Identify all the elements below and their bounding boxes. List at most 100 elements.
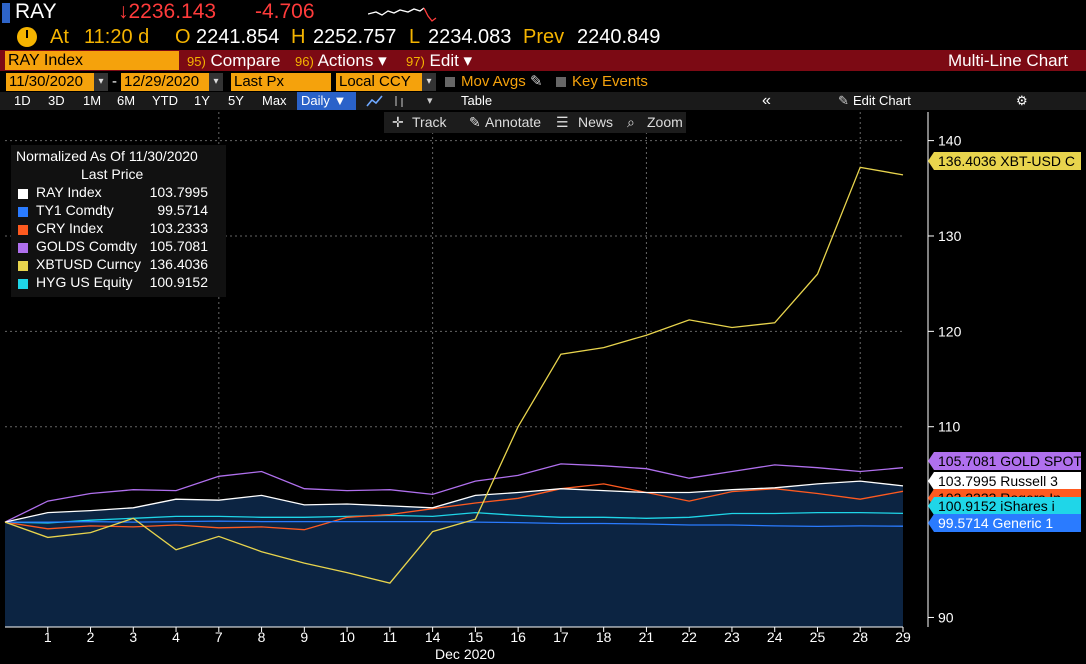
value-tag-bg: [928, 152, 1081, 170]
y-tick-label: 110: [938, 419, 961, 435]
value-tag-bg: [928, 497, 1081, 515]
compare-button[interactable]: 95) Compare: [187, 51, 280, 70]
function-bar: RAY Index 95) Compare 96) Actions ▾ 97) …: [0, 50, 1086, 71]
mov-avgs-checkbox[interactable]: [445, 77, 455, 87]
security-field[interactable]: RAY Index: [5, 51, 179, 70]
series-line-5[interactable]: [4, 511, 904, 524]
period-3d[interactable]: 3D: [48, 93, 65, 108]
series-line-3[interactable]: [4, 463, 904, 523]
key-events-checkbox[interactable]: [556, 77, 566, 87]
price-change: -4.706: [255, 0, 315, 23]
value-tag-text: 99.5714 Generic 1: [938, 515, 1053, 531]
legend-item[interactable]: TY1 Comdty 99.5714: [18, 202, 223, 220]
legend-item[interactable]: CRY Index 103.2333: [18, 220, 223, 238]
legend-item[interactable]: GOLDS Comdty 105.7081: [18, 238, 223, 256]
x-tick-label: 16: [510, 629, 526, 645]
start-date-field[interactable]: 11/30/2020: [6, 73, 94, 91]
annotate-button[interactable]: Annotate: [485, 114, 542, 130]
end-date-field[interactable]: 12/29/2020: [121, 73, 209, 91]
period-1y[interactable]: 1Y: [194, 93, 210, 108]
table-button[interactable]: Table: [461, 93, 493, 108]
x-tick-label: 3: [129, 629, 137, 645]
start-date-dropdown[interactable]: ▾: [94, 73, 108, 91]
legend-series-name: HYG US Equity: [36, 274, 133, 290]
chart-style-dropdown[interactable]: ▾: [427, 95, 433, 107]
frequency-select[interactable]: Daily ▼: [297, 92, 356, 110]
period-max[interactable]: Max: [262, 93, 287, 108]
period-ytd[interactable]: YTD: [152, 93, 178, 108]
series-line-1[interactable]: [5, 520, 904, 528]
clock-icon: [17, 27, 37, 47]
period-1m[interactable]: 1M: [83, 93, 102, 108]
annotate-icon[interactable]: ✎: [469, 114, 481, 130]
area-fill: [5, 481, 903, 627]
x-tick-label: 14: [425, 629, 441, 645]
currency-select[interactable]: Local CCY: [336, 73, 422, 91]
sparkline-icon: [368, 7, 437, 22]
legend-swatch: [18, 279, 28, 289]
high-label: H: [291, 26, 306, 48]
value-tag-3[interactable]: 105.7081 GOLD SPOT: [928, 452, 1082, 470]
legend-series-name: TY1 Comdty: [36, 202, 114, 218]
value-tag-1[interactable]: 99.5714 Generic 1: [928, 514, 1081, 532]
x-tick-label: 18: [596, 629, 612, 645]
line-chart-icon[interactable]: [366, 94, 384, 108]
edit-label: Edit ▾: [429, 51, 473, 70]
security-marker-icon: [2, 3, 10, 23]
news-icon[interactable]: ☰: [556, 114, 569, 130]
collapse-icon[interactable]: «: [762, 92, 771, 109]
edit-button[interactable]: 97) Edit ▾: [406, 51, 472, 70]
x-tick-label: 9: [300, 629, 308, 645]
value-tag-text: 105.7081 GOLD SPOT: [938, 453, 1082, 469]
ticker-symbol[interactable]: RAY: [15, 0, 57, 23]
chart-type-title: Multi-Line Chart: [948, 51, 1068, 70]
pencil-icon[interactable]: ✎: [530, 73, 543, 90]
actions-button[interactable]: 96) Actions ▾: [295, 51, 387, 70]
compare-num: 95): [187, 54, 206, 69]
x-tick-label: 22: [681, 629, 697, 645]
legend-item[interactable]: RAY Index 103.7995: [18, 184, 223, 202]
legend-swatch: [18, 225, 28, 235]
legend-series-value: 100.9152: [149, 274, 208, 290]
track-icon[interactable]: ✛: [392, 114, 404, 130]
zoom-icon[interactable]: ⌕: [627, 114, 635, 130]
period-6m[interactable]: 6M: [117, 93, 136, 108]
series-line-4[interactable]: [4, 166, 904, 584]
news-button[interactable]: News: [578, 114, 614, 130]
high-value: 2252.757: [313, 26, 397, 48]
quote-time: 11:20 d: [84, 26, 150, 48]
y-tick-label: 90: [938, 609, 954, 625]
bar-chart-icon[interactable]: [392, 94, 406, 108]
period-1d[interactable]: 1D: [14, 93, 31, 108]
legend-item[interactable]: HYG US Equity 100.9152: [18, 274, 223, 292]
legend-subtitle: Last Price: [81, 166, 144, 182]
field-select[interactable]: Last Px: [231, 73, 331, 91]
series-line-0[interactable]: [4, 480, 904, 523]
edit-chart-icon[interactable]: ✎: [838, 93, 849, 108]
series-line-2[interactable]: [4, 483, 904, 531]
actions-num: 96): [295, 54, 314, 69]
compare-label: Compare: [210, 51, 281, 70]
value-tag-4[interactable]: 136.4036 XBT-USD C: [928, 152, 1081, 170]
legend-series-value: 103.7995: [149, 184, 208, 200]
period-5y[interactable]: 5Y: [228, 93, 244, 108]
end-date-dropdown[interactable]: ▾: [209, 73, 223, 91]
quote-bar: At 11:20 d O 2241.854 H 2252.757 L 2234.…: [0, 26, 1086, 50]
value-tag-0[interactable]: 103.7995 Russell 3: [928, 472, 1081, 490]
edit-chart-button[interactable]: Edit Chart: [853, 93, 911, 108]
y-tick-label: 140: [938, 133, 962, 149]
value-tag-5[interactable]: 100.9152 iShares i: [928, 497, 1081, 515]
x-tick-label: 4: [172, 629, 180, 645]
currency-dropdown[interactable]: ▾: [422, 73, 436, 91]
settings-gear-icon[interactable]: ⚙: [1016, 93, 1028, 108]
value-tag-bg: [928, 514, 1081, 532]
zoom-button[interactable]: Zoom: [647, 114, 683, 130]
y-tick-label: 130: [938, 228, 962, 244]
period-bar: 1D 3D 1M 6M YTD 1Y 5Y Max Daily ▼ ▾ Tabl…: [0, 92, 1086, 110]
x-tick-label: 11: [383, 629, 398, 645]
legend-item[interactable]: XBTUSD Curncy 136.4036: [18, 256, 223, 274]
track-button[interactable]: Track: [412, 114, 447, 130]
x-tick-label: 29: [895, 629, 911, 645]
mov-avgs-label: Mov Avgs: [461, 73, 526, 90]
